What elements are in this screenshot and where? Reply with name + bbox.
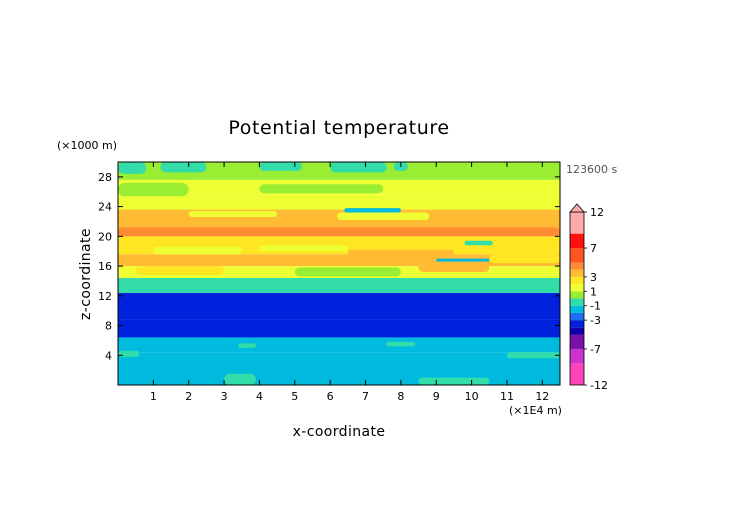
y-axis-label: z-coordinate [78, 228, 94, 320]
contour-feature [259, 184, 384, 194]
colorbar-swatch [570, 269, 584, 277]
contour-feature [344, 208, 401, 213]
colorbar-swatch [570, 298, 584, 306]
contour-feature [418, 263, 490, 273]
colorbar-label: 7 [590, 242, 597, 255]
x-tick-label: 9 [433, 390, 440, 403]
colorbar-swatch [570, 327, 584, 335]
contour-feature [118, 350, 140, 357]
colorbar-label: 12 [590, 206, 604, 219]
contour-band [118, 337, 560, 353]
contour-feature [118, 227, 560, 237]
contour-feature [337, 212, 430, 220]
contour-feature [135, 266, 225, 275]
contour-feature [118, 279, 560, 293]
y-tick-label: 4 [105, 349, 112, 362]
colorbar-label: 1 [590, 285, 597, 298]
colorbar-swatch [570, 291, 584, 299]
x-tick-label: 4 [256, 390, 263, 403]
contour-feature [418, 377, 490, 385]
colorbar-label: -3 [590, 314, 601, 327]
contour-band [118, 319, 560, 338]
contour-feature [464, 240, 493, 246]
contour-field [118, 162, 560, 385]
contour-feature [489, 254, 560, 264]
colorbar-extend-arrow [569, 203, 585, 213]
colorbar-label: -12 [590, 379, 608, 392]
x-axis-label: x-coordinate [293, 424, 386, 440]
contour-band [118, 352, 560, 385]
colorbar-swatch [570, 284, 584, 292]
colorbar-swatch [570, 312, 584, 321]
x-tick-label: 11 [500, 390, 514, 403]
x-tick-label: 10 [465, 390, 479, 403]
contour-feature [160, 162, 207, 173]
plot-frame [117, 161, 561, 386]
contour-feature [118, 162, 147, 174]
colorbar-label: 3 [590, 271, 597, 284]
colorbar-swatch [570, 212, 584, 234]
y-unit-label: (×1000 m) [57, 139, 117, 152]
x-unit-label: (×1E4 m) [509, 404, 562, 417]
x-tick-label: 2 [185, 390, 192, 403]
x-tick-label: 5 [291, 390, 298, 403]
y-tick-label: 24 [98, 201, 112, 214]
colorbar-swatch [570, 305, 584, 313]
contour-feature [238, 343, 256, 348]
x-tick-label: 1 [150, 390, 157, 403]
y-tick-label: 8 [105, 320, 112, 333]
colorbar-swatch [570, 233, 584, 249]
contour-feature [436, 202, 525, 209]
contour-feature [436, 258, 490, 262]
colorbar-swatch [570, 262, 584, 270]
y-tick-label: 28 [98, 171, 112, 184]
contour-band [118, 292, 560, 320]
colorbar: 12 7 31 -1-3 -7 -12 [569, 203, 608, 392]
colorbar-swatch [570, 348, 584, 364]
contour-feature [259, 162, 302, 171]
x-tick-label: 3 [221, 390, 228, 403]
contour-feature [153, 246, 242, 255]
time-label: 123600 s [566, 163, 617, 176]
contour-feature [259, 245, 348, 252]
contour-feature [224, 373, 256, 385]
colorbar-label: -7 [590, 343, 601, 356]
contour-feature [347, 249, 454, 256]
y-tick-label: 16 [98, 260, 112, 273]
x-tick-label: 7 [362, 390, 369, 403]
contour-feature [118, 182, 189, 197]
colorbar-swatch [570, 363, 584, 385]
colorbar-swatch [570, 334, 584, 349]
contour-feature [506, 352, 560, 359]
x-tick-label: 12 [535, 390, 549, 403]
y-tick-label: 20 [98, 230, 112, 243]
x-tick-label: 6 [327, 390, 334, 403]
colorbar-swatch [570, 320, 584, 328]
colorbar-swatch [570, 276, 584, 285]
colorbar-swatch [570, 248, 584, 263]
contour-band [118, 254, 560, 267]
y-tick-label: 12 [98, 290, 112, 303]
x-tick-label: 8 [397, 390, 404, 403]
contour-feature [188, 211, 278, 218]
chart-title: Potential temperature [228, 117, 449, 139]
colorbar-label: -1 [590, 300, 601, 313]
contour-feature [330, 162, 387, 173]
contour-feature [294, 267, 401, 277]
contour-feature [386, 341, 416, 347]
